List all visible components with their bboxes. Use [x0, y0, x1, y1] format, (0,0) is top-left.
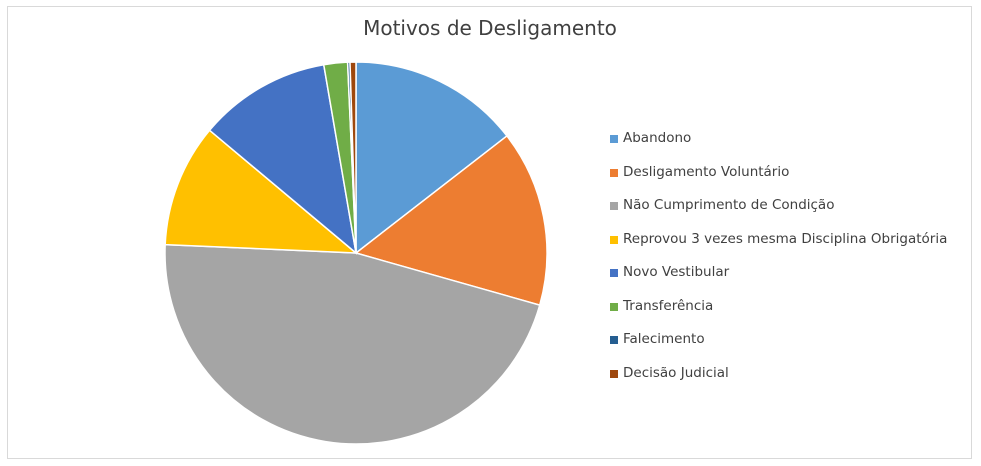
legend-item: Abandono [610, 130, 947, 164]
pie-slice-5 [208, 63, 358, 255]
legend-swatch [610, 168, 618, 177]
legend-swatch [610, 235, 618, 244]
legend-label: Falecimento [623, 331, 705, 347]
legend-item: Desligamento Voluntário [610, 164, 947, 198]
legend-label: Reprovou 3 vezes mesma Disciplina Obriga… [623, 230, 948, 247]
legend-swatch [610, 202, 618, 210]
pie-slice-3 [164, 243, 541, 445]
legend-swatch [610, 369, 618, 378]
legend-label: Transferência [623, 297, 714, 314]
legend-item: Não Cumprimento de Condição [610, 197, 947, 231]
pie-slice-4 [164, 129, 359, 254]
legend: Abandono Desligamento Voluntário Não Cumpr… [610, 130, 947, 398]
legend-item: Falecimento [610, 331, 947, 365]
legend-item: Transferência [610, 298, 947, 332]
pie-slice-2 [354, 134, 548, 307]
legend-swatch [610, 135, 618, 143]
pie-slice-1 [355, 61, 508, 255]
legend-item: Decisão Judicial [610, 365, 947, 399]
legend-swatch [610, 336, 618, 344]
pie-slice-8 [349, 61, 357, 254]
legend-label: Abandono [623, 130, 692, 146]
legend-label: Decisão Judicial [623, 364, 729, 381]
legend-item: Reprovou 3 vezes mesma Disciplina Obriga… [610, 231, 947, 265]
legend-swatch [610, 269, 618, 277]
legend-label: Desligamento Voluntário [623, 163, 790, 180]
legend-swatch [610, 302, 618, 311]
legend-label: Novo Vestibular [623, 264, 730, 280]
legend-item: Novo Vestibular [610, 264, 947, 298]
legend-label: Não Cumprimento de Condição [623, 197, 835, 213]
chart-title: Motivos de Desligamento [363, 16, 617, 40]
